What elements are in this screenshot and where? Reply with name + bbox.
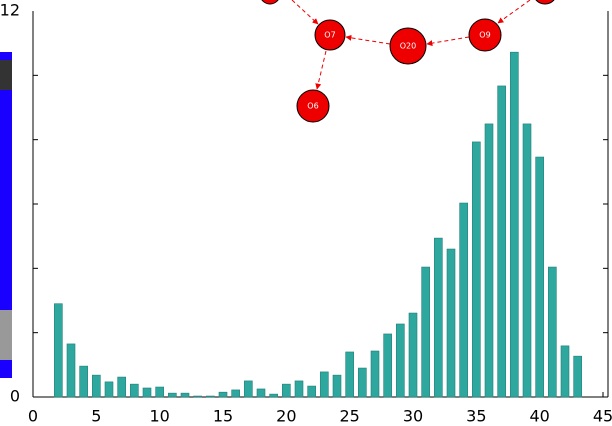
- bar: [67, 344, 75, 397]
- x-tick-label: 30: [403, 407, 423, 426]
- bar: [54, 304, 62, 397]
- bar: [548, 267, 556, 397]
- bar: [181, 393, 189, 397]
- bar: [422, 267, 430, 397]
- bar: [143, 388, 151, 397]
- edge: [498, 0, 530, 23]
- x-tick-label: 25: [339, 407, 359, 426]
- bar: [232, 390, 240, 397]
- bar: [92, 375, 100, 397]
- left-image: [0, 52, 12, 378]
- edge: [427, 37, 469, 44]
- node-label: O9: [479, 31, 490, 40]
- bar: [523, 124, 531, 397]
- bar: [358, 368, 366, 397]
- bar: [282, 384, 290, 397]
- node-label: O6: [307, 102, 318, 111]
- bar: [333, 375, 341, 397]
- bar: [295, 381, 303, 397]
- bar: [320, 372, 328, 397]
- edge: [292, 0, 318, 24]
- bar: [561, 346, 569, 397]
- bar: [409, 313, 417, 397]
- bar: [270, 394, 278, 397]
- chart: 0 5 10 15 20 25 30 35 40 45 0 12 O7 O20 O9 O6: [0, 0, 612, 426]
- x-tick-label: 0: [28, 407, 38, 426]
- bar: [498, 86, 506, 397]
- axes: 0 5 10 15 20 25 30 35 40 45 0 12: [0, 1, 612, 426]
- bar: [472, 142, 480, 397]
- bar: [510, 52, 518, 397]
- bar: [105, 382, 113, 397]
- bar: [80, 366, 88, 397]
- bar: [434, 238, 442, 397]
- bar: [574, 356, 582, 397]
- x-tick-label: 40: [529, 407, 549, 426]
- x-tick-label: 5: [91, 407, 101, 426]
- x-tick-label: 20: [276, 407, 296, 426]
- x-tick-label: 35: [466, 407, 486, 426]
- bar: [156, 387, 164, 397]
- x-tick-label: 15: [213, 407, 233, 426]
- node-label: O7: [324, 31, 335, 40]
- edge: [346, 37, 390, 44]
- x-tick-label: 45: [593, 407, 612, 426]
- node-label: O20: [400, 42, 416, 51]
- bar: [447, 249, 455, 397]
- bar: [371, 351, 379, 397]
- bar: [460, 203, 468, 397]
- bar: [244, 381, 252, 397]
- bar: [396, 324, 404, 397]
- bar: [536, 157, 544, 397]
- bar: [168, 393, 176, 397]
- bar: [485, 124, 493, 397]
- y-tick-label: 12: [0, 1, 20, 20]
- bar: [206, 396, 214, 397]
- bar: [346, 352, 354, 397]
- edge: [317, 51, 326, 89]
- bar: [194, 396, 202, 397]
- bar: [130, 384, 138, 397]
- x-tick-label: 10: [149, 407, 169, 426]
- bar: [118, 377, 126, 397]
- bar: [308, 386, 316, 397]
- y-tick-label: 0: [10, 387, 20, 406]
- bar: [257, 389, 265, 397]
- bar: [219, 392, 227, 397]
- bar: [384, 334, 392, 397]
